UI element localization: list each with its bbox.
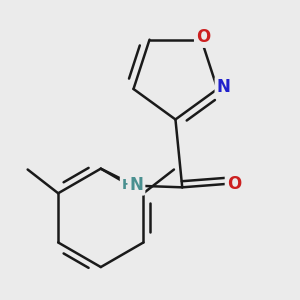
Text: N: N: [130, 176, 143, 194]
Text: H: H: [122, 178, 133, 192]
Text: O: O: [196, 28, 210, 46]
Text: N: N: [217, 78, 230, 96]
Text: O: O: [227, 175, 241, 193]
